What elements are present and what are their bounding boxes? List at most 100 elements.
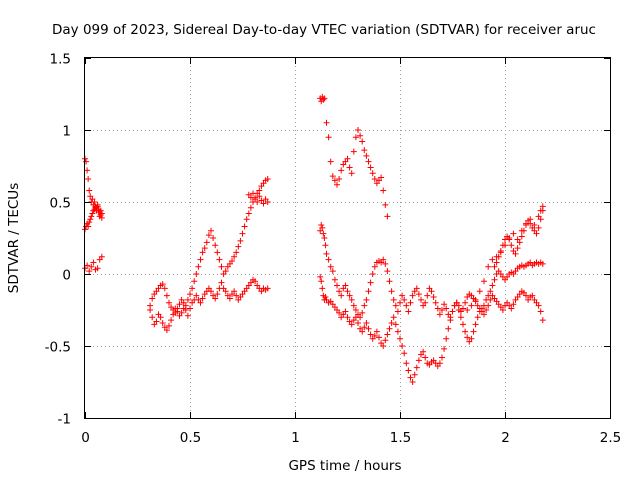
data-point <box>460 305 466 312</box>
x-tick-label: 1 <box>291 430 300 446</box>
data-point <box>405 367 412 374</box>
data-point <box>537 308 544 315</box>
data-point <box>363 152 370 159</box>
data-point <box>495 253 502 260</box>
data-point <box>85 175 92 182</box>
data-point <box>336 288 343 295</box>
x-tick-label: 0 <box>81 430 90 446</box>
data-point <box>499 242 506 249</box>
data-point <box>355 127 361 133</box>
data-point <box>491 276 498 283</box>
data-point <box>182 302 189 309</box>
data-point <box>418 296 424 303</box>
data-point <box>481 311 487 318</box>
data-point <box>317 273 324 280</box>
data-point <box>483 296 490 303</box>
data-point <box>235 243 242 250</box>
data-point <box>218 279 225 286</box>
data-point <box>252 278 259 285</box>
data-point <box>493 259 500 266</box>
data-point <box>346 164 353 171</box>
data-point <box>178 309 185 316</box>
data-point <box>86 268 93 275</box>
data-point <box>384 268 391 275</box>
data-point <box>323 119 330 126</box>
data-point <box>407 299 414 306</box>
data-point <box>510 301 517 308</box>
data-point <box>331 177 338 184</box>
data-point <box>86 219 93 226</box>
data-point <box>491 263 498 270</box>
x-tick-label: 2 <box>501 430 510 446</box>
data-point <box>199 249 206 256</box>
data-point <box>184 296 191 303</box>
data-point <box>434 305 441 312</box>
data-point <box>320 96 327 103</box>
x-tick-label: 0.5 <box>180 430 201 446</box>
data-point <box>392 321 399 328</box>
data-point <box>91 199 98 205</box>
data-point <box>481 302 487 309</box>
data-point <box>256 193 263 200</box>
data-point <box>94 265 101 272</box>
data-point <box>388 288 395 295</box>
data-point <box>457 314 464 321</box>
data-point <box>94 201 101 208</box>
data-point <box>212 295 219 302</box>
data-point <box>405 308 412 315</box>
data-point <box>216 256 223 263</box>
data-point <box>338 167 345 174</box>
data-point <box>535 224 542 231</box>
data-point <box>468 335 475 342</box>
data-point <box>489 282 496 289</box>
data-point <box>397 335 403 342</box>
data-point <box>321 235 328 241</box>
data-point <box>357 132 364 139</box>
data-point <box>322 294 329 301</box>
y-axis-label: SDTVAR / TECUs <box>6 183 22 293</box>
data-point <box>443 305 450 312</box>
data-point <box>369 271 376 277</box>
data-point <box>409 379 416 385</box>
data-point <box>523 292 529 299</box>
data-point <box>399 292 406 299</box>
x-tick-label: 2.5 <box>600 430 621 446</box>
y-tick-label: 0.5 <box>50 196 71 212</box>
data-point <box>184 312 191 319</box>
data-point <box>363 319 370 326</box>
data-point <box>378 174 385 181</box>
data-point <box>264 199 271 205</box>
data-point <box>413 285 420 292</box>
data-point <box>382 337 389 344</box>
data-point <box>214 249 221 256</box>
data-point <box>422 299 429 306</box>
data-point <box>98 253 105 260</box>
data-point <box>382 201 389 208</box>
data-point <box>485 263 492 270</box>
data-point <box>98 214 105 221</box>
data-point <box>233 292 240 299</box>
data-point <box>481 278 487 285</box>
y-tick-label: 0 <box>62 268 71 284</box>
y-tick-label: 1 <box>62 124 71 140</box>
data-point <box>390 314 397 321</box>
data-point <box>403 302 410 309</box>
data-point <box>388 319 395 326</box>
data-point <box>394 328 401 335</box>
data-points <box>82 93 546 385</box>
x-axis-label: GPS time / hours <box>288 458 401 474</box>
data-point <box>352 134 359 141</box>
data-point <box>88 263 95 270</box>
data-point <box>394 308 401 315</box>
data-point <box>325 134 332 141</box>
data-point <box>191 278 198 285</box>
data-point <box>352 314 359 321</box>
data-point <box>319 224 326 231</box>
data-point <box>367 279 374 286</box>
data-point <box>535 302 542 309</box>
data-point <box>483 307 490 313</box>
data-point <box>386 325 393 332</box>
data-point <box>359 138 366 145</box>
data-point <box>520 227 527 234</box>
data-point <box>195 263 202 270</box>
